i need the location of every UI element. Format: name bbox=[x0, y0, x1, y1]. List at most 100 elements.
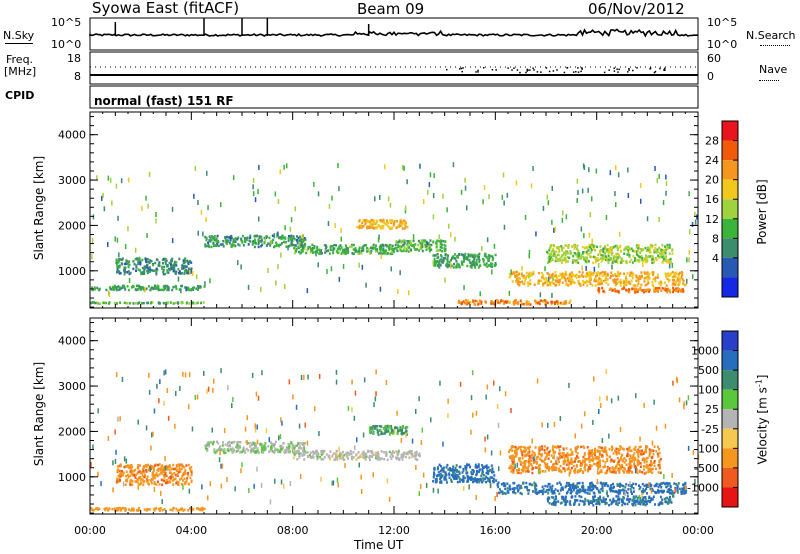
power-cell bbox=[304, 238, 307, 242]
power-cell bbox=[181, 267, 183, 270]
power-cell bbox=[605, 258, 607, 261]
velocity-cell bbox=[235, 450, 238, 453]
power-cell bbox=[190, 287, 193, 291]
power-cell bbox=[245, 238, 248, 242]
velocity-cell bbox=[276, 448, 279, 451]
velocity-cell bbox=[555, 468, 558, 471]
power-cell bbox=[668, 252, 671, 255]
power-cell bbox=[474, 299, 477, 303]
velocity-cell bbox=[668, 492, 671, 495]
power-cell bbox=[193, 193, 195, 199]
velocity-cell bbox=[602, 466, 605, 469]
power-cell bbox=[647, 248, 649, 251]
power-cell bbox=[161, 267, 164, 270]
velocity-cell bbox=[559, 489, 562, 492]
power-cell bbox=[580, 254, 583, 258]
power-cell bbox=[455, 260, 458, 263]
velocity-cell bbox=[638, 460, 641, 463]
velocity-cell bbox=[569, 483, 572, 487]
velocity-cell bbox=[606, 469, 609, 472]
velocity-cell bbox=[122, 474, 125, 477]
power-cell bbox=[572, 273, 574, 277]
velocity-cell bbox=[545, 467, 548, 470]
velocity-cell bbox=[539, 470, 542, 473]
velocity-cell bbox=[171, 467, 174, 471]
power-cell bbox=[94, 301, 97, 305]
power-cell bbox=[102, 192, 104, 198]
power-cell bbox=[653, 286, 655, 291]
power-cell bbox=[103, 206, 106, 212]
power-cell bbox=[582, 283, 585, 287]
velocity-cell bbox=[530, 459, 533, 462]
power-cell bbox=[410, 242, 412, 245]
power-cell bbox=[194, 165, 197, 171]
power-cell bbox=[504, 300, 506, 304]
power-cell bbox=[653, 259, 656, 263]
power-cell bbox=[569, 272, 572, 276]
velocity-cell bbox=[395, 450, 398, 453]
velocity-cell bbox=[150, 481, 153, 485]
velocity-cell bbox=[230, 449, 233, 453]
power-cell bbox=[360, 226, 363, 229]
velocity-cell bbox=[525, 454, 528, 457]
power-cell bbox=[552, 244, 555, 247]
velocity-cell bbox=[622, 458, 625, 461]
power-cell bbox=[627, 251, 630, 255]
velocity-cell bbox=[660, 482, 663, 485]
power-cell bbox=[371, 245, 374, 249]
power-cell bbox=[335, 250, 338, 253]
power-cell bbox=[592, 261, 595, 265]
power-cell bbox=[291, 239, 294, 243]
power-cell bbox=[385, 219, 388, 222]
velocity-cell bbox=[404, 426, 407, 429]
velocity-cell bbox=[156, 468, 159, 472]
power-cell bbox=[268, 236, 271, 240]
velocity-cell bbox=[467, 480, 470, 483]
power-cell bbox=[269, 244, 272, 247]
power-cell bbox=[647, 255, 650, 259]
velocity-cell bbox=[180, 483, 183, 486]
velocity-cell bbox=[597, 467, 600, 470]
velocity-cell bbox=[605, 449, 608, 452]
power-cell bbox=[204, 235, 207, 239]
power-cell bbox=[138, 301, 141, 304]
power-cell bbox=[258, 235, 261, 239]
power-cell bbox=[433, 173, 435, 179]
velocity-cell bbox=[147, 479, 150, 482]
power-cell bbox=[289, 226, 292, 232]
velocity-cell bbox=[486, 469, 489, 473]
power-cell bbox=[656, 273, 659, 277]
velocity-cell bbox=[520, 486, 523, 490]
velocity-cell bbox=[352, 451, 355, 454]
velocity-cell bbox=[530, 453, 533, 457]
velocity-cell bbox=[396, 451, 399, 454]
power-cell bbox=[302, 239, 305, 243]
power-cell bbox=[360, 252, 363, 255]
velocity-cell bbox=[119, 479, 122, 482]
power-cell bbox=[576, 198, 578, 203]
power-cell bbox=[314, 251, 317, 254]
velocity-cell bbox=[510, 454, 513, 458]
power-cell bbox=[147, 285, 150, 288]
nave-dot bbox=[654, 70, 657, 73]
power-cell bbox=[668, 261, 671, 264]
power-cell bbox=[592, 245, 595, 248]
power-cell bbox=[138, 260, 140, 264]
velocity-cell bbox=[571, 450, 574, 454]
velocity-cell bbox=[131, 465, 134, 469]
power-cell bbox=[146, 271, 149, 275]
power-cell bbox=[296, 239, 299, 242]
power-cell bbox=[144, 267, 147, 270]
power-cell bbox=[651, 257, 654, 260]
velocity-cell bbox=[230, 441, 233, 444]
velocity-cell bbox=[537, 452, 540, 455]
power-cell bbox=[637, 255, 640, 258]
velocity-cell bbox=[658, 451, 661, 455]
power-cell bbox=[133, 262, 136, 266]
power-cell bbox=[652, 273, 654, 277]
power-cell bbox=[554, 271, 557, 274]
power-cell bbox=[583, 165, 586, 170]
power-cell bbox=[667, 288, 670, 292]
velocity-cell bbox=[148, 465, 151, 469]
power-cell bbox=[430, 248, 433, 251]
